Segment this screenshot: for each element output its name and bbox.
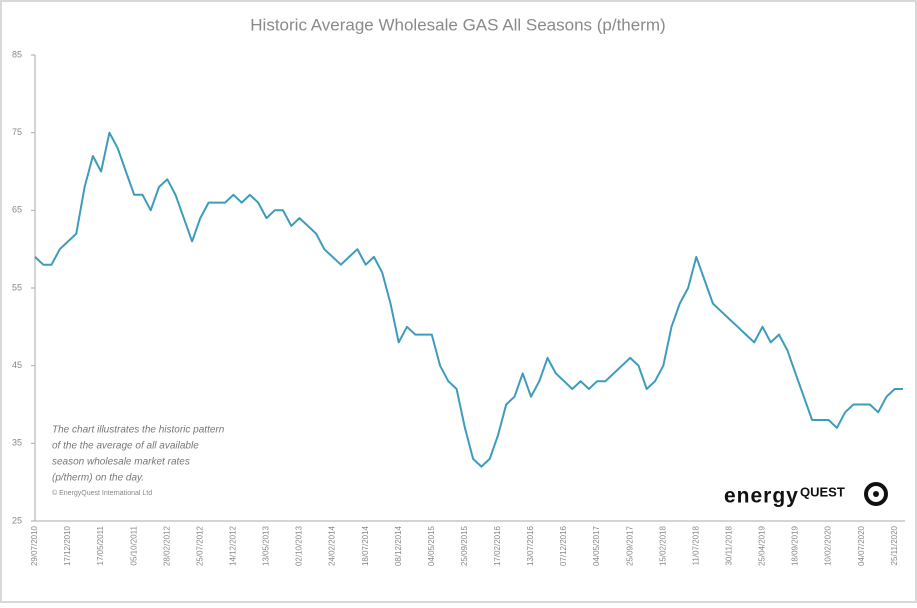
x-tick-label: 18/09/2019: [791, 525, 800, 566]
chart-title: Historic Average Wholesale GAS All Seaso…: [250, 15, 665, 34]
logo-icon: [873, 491, 879, 497]
x-tick-label: 10/02/2020: [824, 525, 833, 566]
annotation-line: (p/therm) on the day.: [52, 473, 144, 484]
x-tick-label: 11/07/2018: [691, 525, 700, 565]
y-tick-label: 65: [12, 205, 22, 215]
logo: energy QUEST: [724, 482, 888, 508]
logo-text: QUEST: [800, 484, 845, 499]
annotation-line: The chart illustrates the historic patte…: [52, 425, 225, 436]
x-tick-label: 05/10/2011: [129, 525, 138, 565]
x-tick-label: 13/05/2013: [262, 525, 271, 566]
x-tick-label: 04/07/2020: [857, 525, 866, 566]
y-tick-label: 25: [12, 515, 22, 525]
x-tick-label: 17/02/2016: [493, 525, 502, 566]
x-tick-label: 02/10/2013: [295, 525, 304, 566]
x-tick-label: 29/07/2010: [30, 525, 39, 566]
x-tick-label: 25/07/2012: [195, 525, 204, 566]
x-tick-label: 30/11/2018: [725, 525, 734, 565]
x-tick-label: 25/09/2017: [625, 525, 634, 566]
x-tick-label: 07/12/2016: [559, 525, 568, 566]
x-tick-label: 25/04/2019: [758, 525, 767, 566]
x-tick-label: 15/02/2018: [658, 525, 667, 566]
x-tick-label: 14/12/2012: [229, 525, 238, 566]
series-line: [34, 131, 903, 468]
y-tick-label: 75: [12, 127, 22, 137]
x-tick-label: 08/12/2014: [394, 525, 403, 566]
y-tick-label: 55: [12, 282, 22, 292]
annotation-line: of the the average of all available: [52, 441, 199, 452]
y-tick-label: 85: [12, 49, 22, 59]
x-tick-label: 28/02/2012: [162, 525, 171, 566]
logo-text: energy: [724, 485, 799, 508]
x-tick-label: 04/05/2015: [427, 525, 436, 566]
x-tick-label: 18/07/2014: [361, 525, 370, 566]
x-tick-label: 17/12/2010: [63, 525, 72, 566]
x-tick-label: 24/02/2014: [328, 525, 337, 566]
x-tick-label: 04/05/2017: [592, 525, 601, 566]
annotation-line: season wholesale market rates: [52, 457, 190, 468]
y-tick-label: 35: [12, 438, 22, 448]
copyright: © EnergyQuest International Ltd: [52, 489, 152, 497]
x-tick-label: 17/05/2011: [96, 525, 105, 565]
y-tick-label: 45: [12, 360, 22, 370]
annotation: The chart illustrates the historic patte…: [52, 425, 225, 484]
logo-icon: [864, 482, 888, 506]
x-tick-label: 13/07/2016: [526, 525, 535, 566]
x-tick-label: 25/09/2015: [460, 525, 469, 566]
x-tick-label: 25/11/2020: [890, 525, 899, 565]
